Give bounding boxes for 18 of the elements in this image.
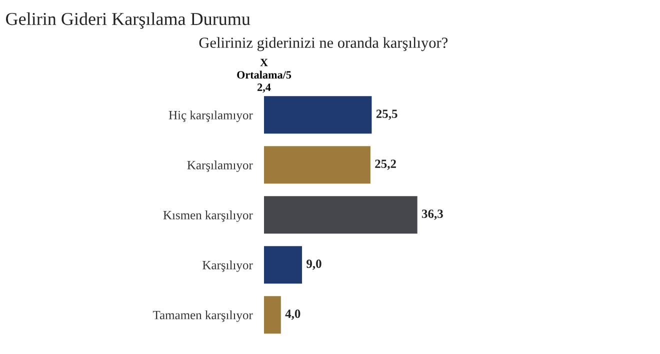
data-label: 4,0	[285, 310, 300, 320]
bar	[264, 96, 372, 134]
y-tick-label: Karşılamıyor	[187, 160, 253, 172]
y-tick-label: Kısmen karşılıyor	[163, 210, 253, 222]
bar	[264, 296, 281, 334]
bar	[264, 146, 370, 184]
bar	[264, 196, 418, 234]
y-tick-label: Hiç karşılamıyor	[168, 110, 253, 122]
data-label: 36,3	[422, 210, 443, 220]
data-label: 9,0	[306, 260, 322, 270]
y-tick-label: Tamamen karşılıyor	[152, 310, 253, 322]
data-label: 25,2	[375, 160, 396, 170]
chart-subtitle: Geliriniz giderinizi ne oranda karşılıyor?	[199, 37, 448, 52]
bar	[264, 246, 302, 284]
data-label: 25,5	[376, 110, 398, 120]
annotation: X Ortalama/5 2,4	[237, 58, 292, 93]
y-tick-label: Karşılıyor	[202, 260, 253, 272]
chart-title: Gelirin Gideri Karşılama Durumu	[6, 12, 250, 29]
